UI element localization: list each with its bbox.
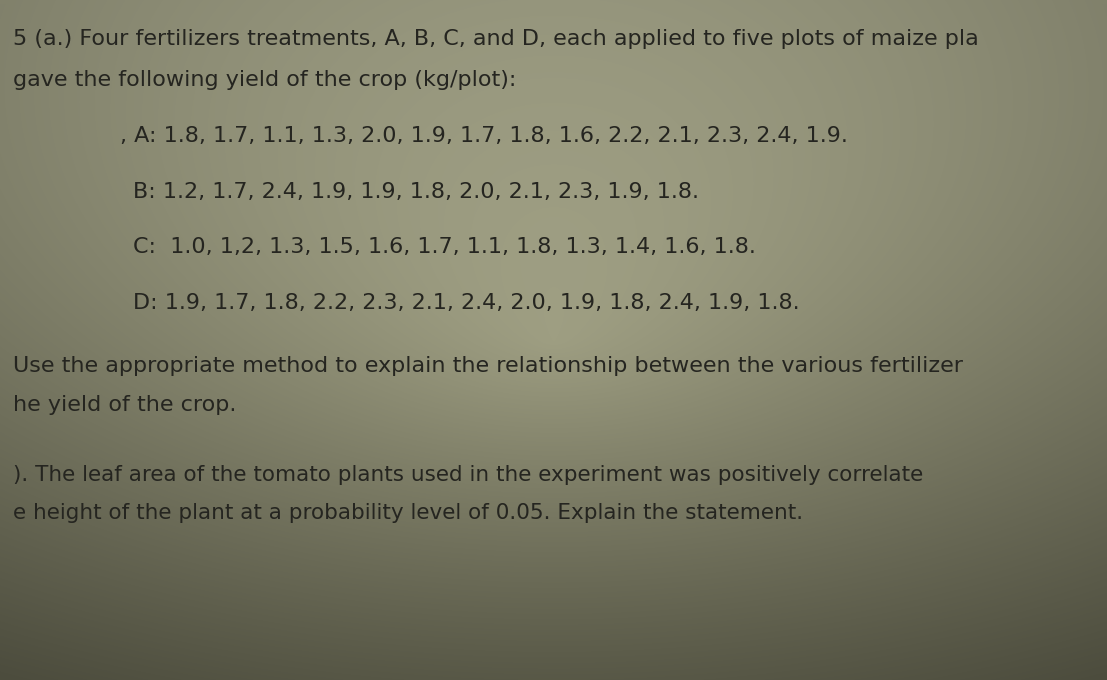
Text: B: 1.2, 1.7, 2.4, 1.9, 1.9, 1.8, 2.0, 2.1, 2.3, 1.9, 1.8.: B: 1.2, 1.7, 2.4, 1.9, 1.9, 1.8, 2.0, 2.… [133,182,699,202]
Text: he yield of the crop.: he yield of the crop. [13,394,237,415]
Text: gave the following yield of the crop (kg/plot):: gave the following yield of the crop (kg… [13,70,517,90]
Text: Use the appropriate method to explain the relationship between the various ferti: Use the appropriate method to explain th… [13,356,963,376]
Text: C:  1.0, 1,2, 1.3, 1.5, 1.6, 1.7, 1.1, 1.8, 1.3, 1.4, 1.6, 1.8.: C: 1.0, 1,2, 1.3, 1.5, 1.6, 1.7, 1.1, 1.… [133,237,756,257]
Text: ). The leaf area of the tomato plants used in the experiment was positively corr: ). The leaf area of the tomato plants us… [13,464,923,485]
Text: , A: 1.8, 1.7, 1.1, 1.3, 2.0, 1.9, 1.7, 1.8, 1.6, 2.2, 2.1, 2.3, 2.4, 1.9.: , A: 1.8, 1.7, 1.1, 1.3, 2.0, 1.9, 1.7, … [120,126,848,146]
Text: e height of the plant at a probability level of 0.05. Explain the statement.: e height of the plant at a probability l… [13,503,804,524]
Text: 5 (a.) Four fertilizers treatments, A, B, C, and D, each applied to five plots o: 5 (a.) Four fertilizers treatments, A, B… [13,29,979,50]
Text: D: 1.9, 1.7, 1.8, 2.2, 2.3, 2.1, 2.4, 2.0, 1.9, 1.8, 2.4, 1.9, 1.8.: D: 1.9, 1.7, 1.8, 2.2, 2.3, 2.1, 2.4, 2.… [133,292,799,313]
